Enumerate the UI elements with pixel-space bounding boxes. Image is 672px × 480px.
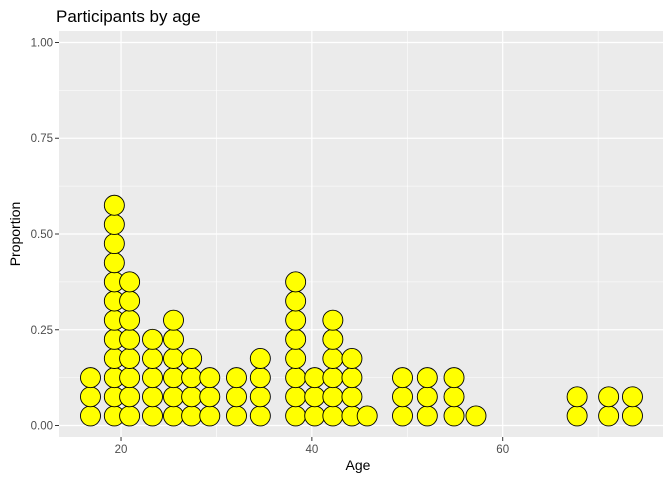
data-dot: [80, 367, 101, 389]
y-axis-title: Proportion: [7, 202, 23, 267]
data-dot: [142, 367, 163, 389]
data-dot: [341, 386, 363, 408]
data-dot: [142, 328, 163, 350]
data-dot: [304, 405, 326, 427]
data-dot: [621, 405, 643, 427]
major-gridlines: [59, 31, 663, 437]
data-dot: [443, 386, 465, 408]
x-tick-label: 40: [305, 444, 318, 456]
data-dot: [142, 386, 163, 408]
data-dot: [142, 405, 163, 427]
chart-title: Participants by age: [56, 7, 201, 26]
data-dot: [119, 309, 141, 331]
data-dot: [443, 405, 465, 427]
data-dot: [285, 271, 307, 293]
data-dot: [416, 386, 438, 408]
data-dot: [285, 386, 307, 408]
data-dot: [199, 367, 221, 389]
data-dot: [181, 348, 203, 369]
data-dot: [249, 367, 271, 389]
data-dot: [392, 386, 413, 408]
data-dot: [103, 213, 125, 235]
data-dot: [181, 405, 203, 427]
data-dot: [119, 386, 141, 408]
data-dot: [416, 367, 438, 389]
data-dot: [119, 405, 141, 427]
data-dot: [226, 367, 247, 389]
x-tick-label: 60: [496, 444, 509, 456]
data-dot: [249, 348, 271, 369]
data-dot: [181, 367, 203, 389]
x-tick-label: 20: [115, 444, 128, 456]
dot-stacks: [80, 194, 643, 427]
data-dot: [142, 348, 163, 369]
data-dot: [322, 348, 344, 369]
data-dot: [199, 386, 221, 408]
data-dot: [119, 290, 141, 312]
y-tick-label: 0.00: [31, 421, 53, 433]
data-dot: [392, 405, 413, 427]
data-dot: [181, 386, 203, 408]
data-dot: [285, 405, 307, 427]
data-dot: [341, 367, 363, 389]
data-dot: [465, 405, 487, 427]
data-dot: [163, 405, 184, 427]
data-dot: [163, 348, 184, 369]
data-dot: [392, 367, 413, 389]
data-dot: [285, 367, 307, 389]
data-dot: [103, 252, 125, 274]
data-dot: [598, 405, 620, 427]
data-dot: [322, 328, 344, 350]
data-dot: [322, 309, 344, 331]
data-dot: [119, 348, 141, 369]
data-dot: [621, 386, 643, 408]
data-dot: [566, 386, 588, 408]
data-dot: [119, 328, 141, 350]
x-axis: 20 40 60: [115, 437, 509, 456]
data-dot: [304, 367, 326, 389]
y-tick-label: 0.75: [31, 133, 53, 145]
data-dot: [103, 194, 125, 216]
data-dot: [226, 405, 247, 427]
data-dot: [80, 405, 101, 427]
data-dot: [416, 405, 438, 427]
data-dot: [163, 367, 184, 389]
x-axis-title: Age: [346, 457, 371, 473]
data-dot: [356, 405, 378, 427]
data-dot: [285, 348, 307, 369]
data-dot: [80, 386, 101, 408]
data-dot: [226, 386, 247, 408]
data-dot: [285, 309, 307, 331]
data-dot: [249, 405, 271, 427]
y-tick-label: 1.00: [31, 37, 53, 49]
y-tick-label: 0.25: [31, 325, 53, 337]
data-dot: [103, 233, 125, 255]
data-dot: [249, 386, 271, 408]
data-dot: [322, 405, 344, 427]
y-tick-label: 0.50: [31, 229, 53, 241]
data-dot: [163, 386, 184, 408]
data-dot: [443, 367, 465, 389]
data-dot: [304, 386, 326, 408]
data-dot: [285, 290, 307, 312]
data-dot: [199, 405, 221, 427]
data-dot: [119, 271, 141, 293]
data-dot: [119, 367, 141, 389]
y-axis: 0.00 0.25 0.50 0.75 1.00: [31, 37, 59, 433]
data-dot: [163, 309, 184, 331]
data-dot: [341, 348, 363, 369]
data-dot: [163, 328, 184, 350]
data-dot: [322, 386, 344, 408]
data-dot: [598, 386, 620, 408]
data-dot: [566, 405, 588, 427]
data-dot: [322, 367, 344, 389]
data-dot: [285, 328, 307, 350]
